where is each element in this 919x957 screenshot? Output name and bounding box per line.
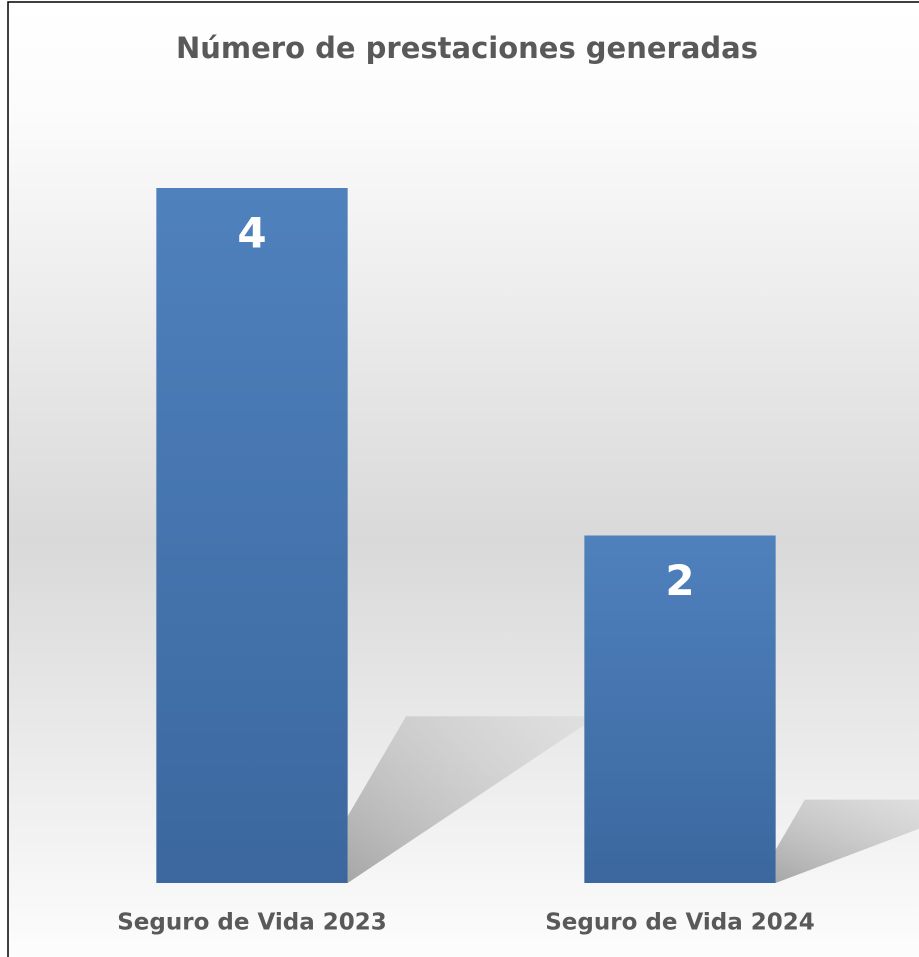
x-tick-label: Seguro de Vida 2023 <box>117 910 387 936</box>
chart-title: Número de prestaciones generadas <box>176 31 758 65</box>
data-label: 2 <box>665 556 694 605</box>
chart-frame <box>7 1 919 957</box>
data-label: 4 <box>237 209 266 258</box>
bar <box>156 188 348 883</box>
bar-shadow <box>347 716 598 883</box>
x-tick-label: Seguro de Vida 2024 <box>545 910 815 936</box>
bar-shadow <box>775 799 919 883</box>
bar <box>584 535 776 883</box>
